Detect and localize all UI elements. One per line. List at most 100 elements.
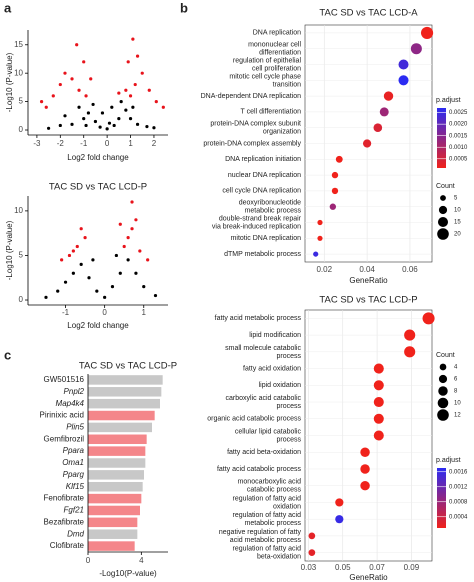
bar (88, 541, 135, 551)
category-label: fatty acid beta-oxidation (227, 449, 301, 456)
y-tick-label: 10 (14, 68, 23, 77)
point (146, 258, 150, 262)
point (118, 271, 122, 275)
bar (88, 529, 138, 539)
x-tick-label: 0.02 (316, 265, 332, 274)
chart-title: TAC SD vs TAC LCD-A (319, 8, 418, 19)
x-axis-label: Log2 fold change (67, 321, 129, 330)
point (161, 105, 165, 109)
point (95, 289, 99, 293)
bar (88, 375, 163, 385)
bar (88, 517, 138, 528)
category-label: protein-DNA complex subunit organization (210, 121, 301, 136)
x-tick-label: -1 (62, 308, 70, 317)
point (39, 99, 44, 104)
x-axis-label: GeneRatio (349, 573, 388, 582)
point (124, 108, 128, 112)
dot (331, 171, 339, 179)
dot (398, 75, 409, 86)
dot (373, 123, 383, 133)
colorbar-label: 0.0025 (449, 110, 468, 116)
size-key-label: 10 (454, 208, 461, 214)
category-label: T cell differentiation (241, 109, 302, 116)
category-label: regulation of fatty acid metabolic proces… (233, 512, 302, 527)
category-label: monocarboxylic acid catabolic process (238, 479, 302, 494)
point (130, 227, 134, 231)
dot (335, 498, 344, 507)
point (79, 227, 83, 231)
point (153, 293, 158, 298)
category-label: DNA-dependent DNA replication (201, 93, 301, 100)
category-label: organic acid catabolic process (207, 416, 301, 423)
bar (88, 422, 152, 433)
size-key (438, 205, 448, 215)
dot (308, 549, 316, 556)
colorbar-label: 0.0015 (449, 133, 468, 139)
point (84, 94, 88, 98)
dot (373, 397, 384, 408)
point (91, 102, 95, 107)
point (83, 236, 87, 240)
x-tick-label: -1 (80, 139, 88, 148)
category-label: fatty acid catabolic process (217, 466, 302, 473)
x-tick-label: 1 (128, 139, 133, 148)
y-axis-label: -Log10 (P-value) (5, 220, 14, 280)
category-label: double-strand break repair via break-indu… (212, 215, 302, 230)
dot (335, 155, 343, 163)
colorbar-label: 0.0012 (449, 484, 468, 490)
y-tick-label: 0 (19, 125, 24, 134)
x-tick-label: 0 (86, 556, 91, 565)
dot (308, 532, 316, 540)
category-label: Gemfibrozil (44, 434, 85, 443)
point (135, 122, 140, 126)
x-tick-label: -3 (33, 139, 41, 148)
size-key-label: 8 (454, 389, 458, 395)
y-axis-label: -Log10 (P-value) (5, 52, 14, 112)
point (110, 285, 115, 289)
point (126, 60, 130, 64)
size-key-label: 6 (454, 377, 458, 383)
category-label: cellular lipid catabolic process (235, 428, 302, 443)
point (135, 54, 140, 58)
category-label: Fgf21 (64, 506, 84, 515)
point (154, 99, 158, 104)
category-label: Oma1 (62, 458, 84, 467)
size-key-label: 10 (454, 401, 461, 407)
point (63, 71, 67, 75)
x-tick-label: 0.06 (402, 265, 418, 274)
x-tick-label: 0.03 (301, 563, 317, 572)
category-label: fatty acid metabolic process (215, 315, 302, 322)
point (63, 114, 67, 118)
dot (360, 447, 370, 457)
category-label: Pnpl2 (64, 387, 85, 396)
dot (360, 464, 370, 474)
point (63, 280, 68, 284)
point (126, 258, 130, 262)
point (58, 123, 62, 128)
size-key (437, 397, 449, 409)
point (128, 117, 133, 121)
y-tick-label: 10 (14, 206, 23, 215)
size-key-label: 15 (454, 220, 461, 226)
category-label: nuclear DNA replication (228, 172, 301, 179)
category-label: Clofibrate (50, 541, 85, 550)
category-label: small molecule catabolic process (225, 345, 301, 360)
x-tick-label: 2 (152, 139, 157, 148)
point (70, 122, 74, 126)
category-label: Plin5 (66, 423, 84, 432)
point (44, 105, 48, 109)
legend-title: Count (436, 183, 455, 190)
dot (363, 139, 372, 148)
point (44, 295, 48, 299)
point (126, 236, 130, 240)
point (131, 105, 135, 109)
point (124, 88, 128, 92)
category-label: Fenofibrate (44, 494, 85, 503)
category-label: mitotic DNA replication (231, 235, 302, 242)
point (87, 276, 91, 280)
category-label: negative regulation of fatty acid metabol… (219, 529, 302, 544)
category-label: lipid oxidation (259, 382, 302, 389)
x-tick-label: 0 (102, 308, 107, 317)
point (82, 117, 86, 121)
